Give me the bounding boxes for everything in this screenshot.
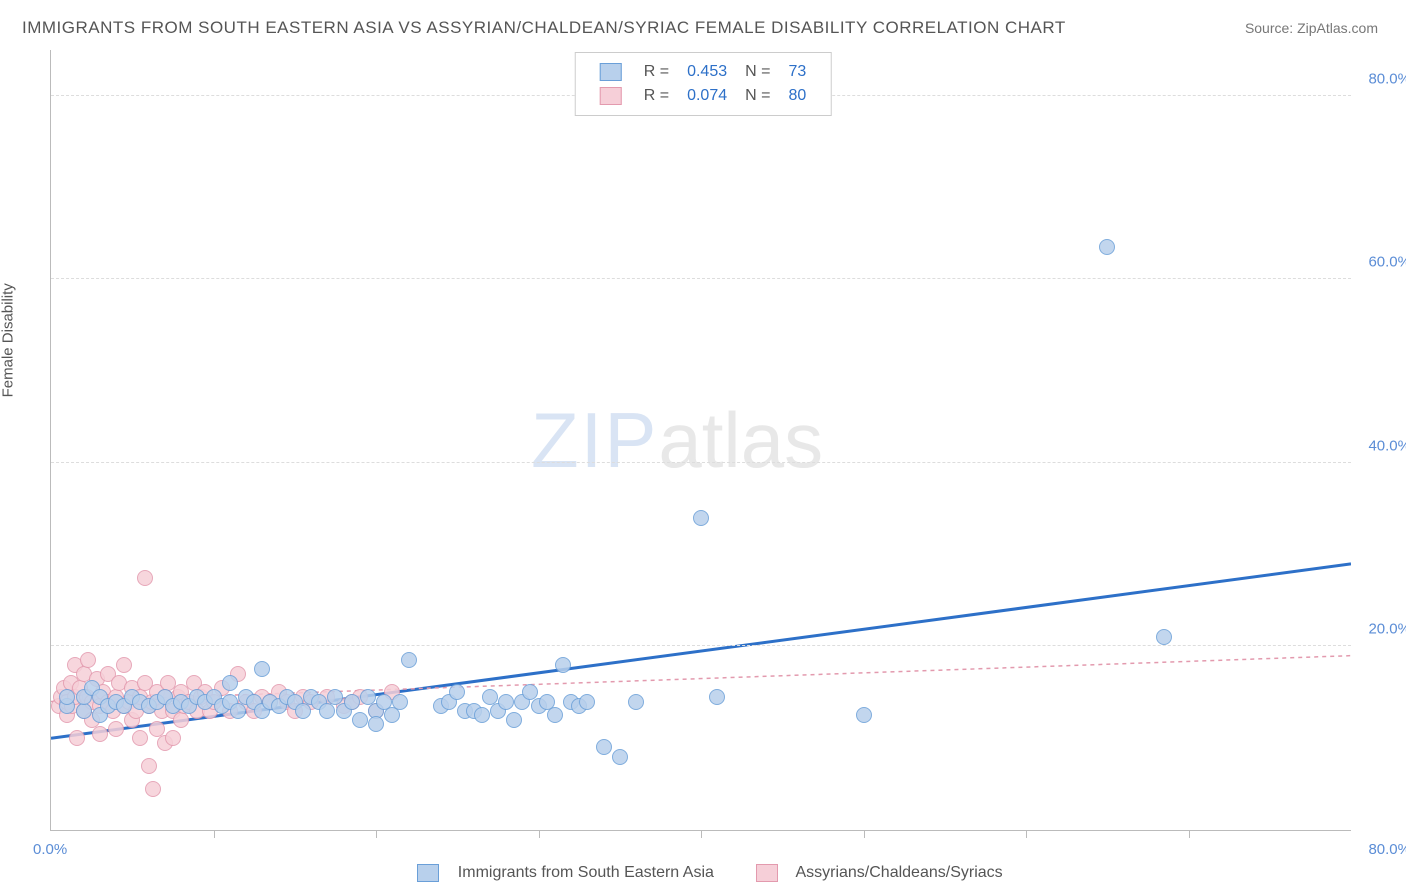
data-point-pink [145, 781, 161, 797]
legend-swatch [600, 63, 622, 81]
legend-swatch [600, 87, 622, 105]
data-point-blue [392, 694, 408, 710]
data-point-blue [401, 652, 417, 668]
grid-tick-v [1026, 830, 1027, 838]
legend-n-value: 80 [780, 85, 814, 107]
data-point-pink [165, 730, 181, 746]
x-tick-origin: 0.0% [33, 841, 67, 858]
legend-bottom-item: Immigrants from South Eastern Asia [403, 864, 714, 881]
data-point-pink [92, 726, 108, 742]
data-point-blue [547, 707, 563, 723]
grid-line-h [51, 278, 1351, 279]
legend-swatch [756, 864, 778, 882]
data-point-blue [319, 703, 335, 719]
data-point-blue [352, 712, 368, 728]
legend-row-pink: R =0.074N =80 [592, 85, 815, 107]
data-point-pink [132, 730, 148, 746]
legend-bottom-item: Assyrians/Chaldeans/Syriacs [742, 864, 1003, 881]
grid-tick-v [214, 830, 215, 838]
plot-area: ZIPatlas 0.0% 80.0% 20.0%40.0%60.0%80.0% [50, 50, 1351, 831]
legend-r-value: 0.074 [679, 85, 735, 107]
data-point-blue [555, 657, 571, 673]
data-point-blue [59, 689, 75, 705]
data-point-blue [693, 510, 709, 526]
data-point-pink [173, 712, 189, 728]
data-point-pink [80, 652, 96, 668]
data-point-blue [612, 749, 628, 765]
chart-title: IMMIGRANTS FROM SOUTH EASTERN ASIA VS AS… [22, 18, 1066, 38]
data-point-blue [449, 684, 465, 700]
data-point-blue [506, 712, 522, 728]
data-point-blue [596, 739, 612, 755]
legend-r-label: R = [636, 85, 677, 107]
legend-r-value: 0.453 [679, 61, 735, 83]
grid-line-h [51, 462, 1351, 463]
watermark: ZIPatlas [531, 395, 823, 486]
legend-n-label: N = [737, 61, 778, 83]
source-attribution: Source: ZipAtlas.com [1245, 20, 1378, 36]
data-point-blue [368, 716, 384, 732]
legend-row-blue: R =0.453N =73 [592, 61, 815, 83]
data-point-blue [1156, 629, 1172, 645]
data-point-blue [579, 694, 595, 710]
watermark-atlas: atlas [658, 396, 823, 484]
data-point-pink [116, 657, 132, 673]
data-point-pink [108, 721, 124, 737]
correlation-legend: R =0.453N =73R =0.074N =80 [575, 52, 832, 116]
grid-tick-v [864, 830, 865, 838]
data-point-blue [709, 689, 725, 705]
watermark-zip: ZIP [531, 396, 658, 484]
grid-tick-v [1189, 830, 1190, 838]
legend-n-value: 73 [780, 61, 814, 83]
legend-r-label: R = [636, 61, 677, 83]
data-point-blue [628, 694, 644, 710]
legend-n-label: N = [737, 85, 778, 107]
data-point-blue [856, 707, 872, 723]
y-axis-label: Female Disability [0, 283, 17, 397]
data-point-blue [295, 703, 311, 719]
y-tick-label: 60.0% [1361, 254, 1406, 271]
grid-tick-v [376, 830, 377, 838]
data-point-blue [76, 703, 92, 719]
y-tick-label: 80.0% [1361, 70, 1406, 87]
data-point-blue [1099, 239, 1115, 255]
legend-swatch [417, 864, 439, 882]
grid-line-h [51, 645, 1351, 646]
data-point-pink [69, 730, 85, 746]
data-point-blue [384, 707, 400, 723]
y-tick-label: 20.0% [1361, 621, 1406, 638]
y-tick-label: 40.0% [1361, 437, 1406, 454]
grid-tick-v [539, 830, 540, 838]
data-point-blue [230, 703, 246, 719]
data-point-blue [222, 675, 238, 691]
data-point-blue [344, 694, 360, 710]
data-point-pink [137, 570, 153, 586]
grid-tick-v [701, 830, 702, 838]
data-point-blue [498, 694, 514, 710]
series-legend: Immigrants from South Eastern Asia Assyr… [0, 864, 1406, 882]
data-point-blue [474, 707, 490, 723]
data-point-pink [141, 758, 157, 774]
data-point-blue [254, 661, 270, 677]
x-tick-max: 80.0% [1368, 841, 1406, 858]
